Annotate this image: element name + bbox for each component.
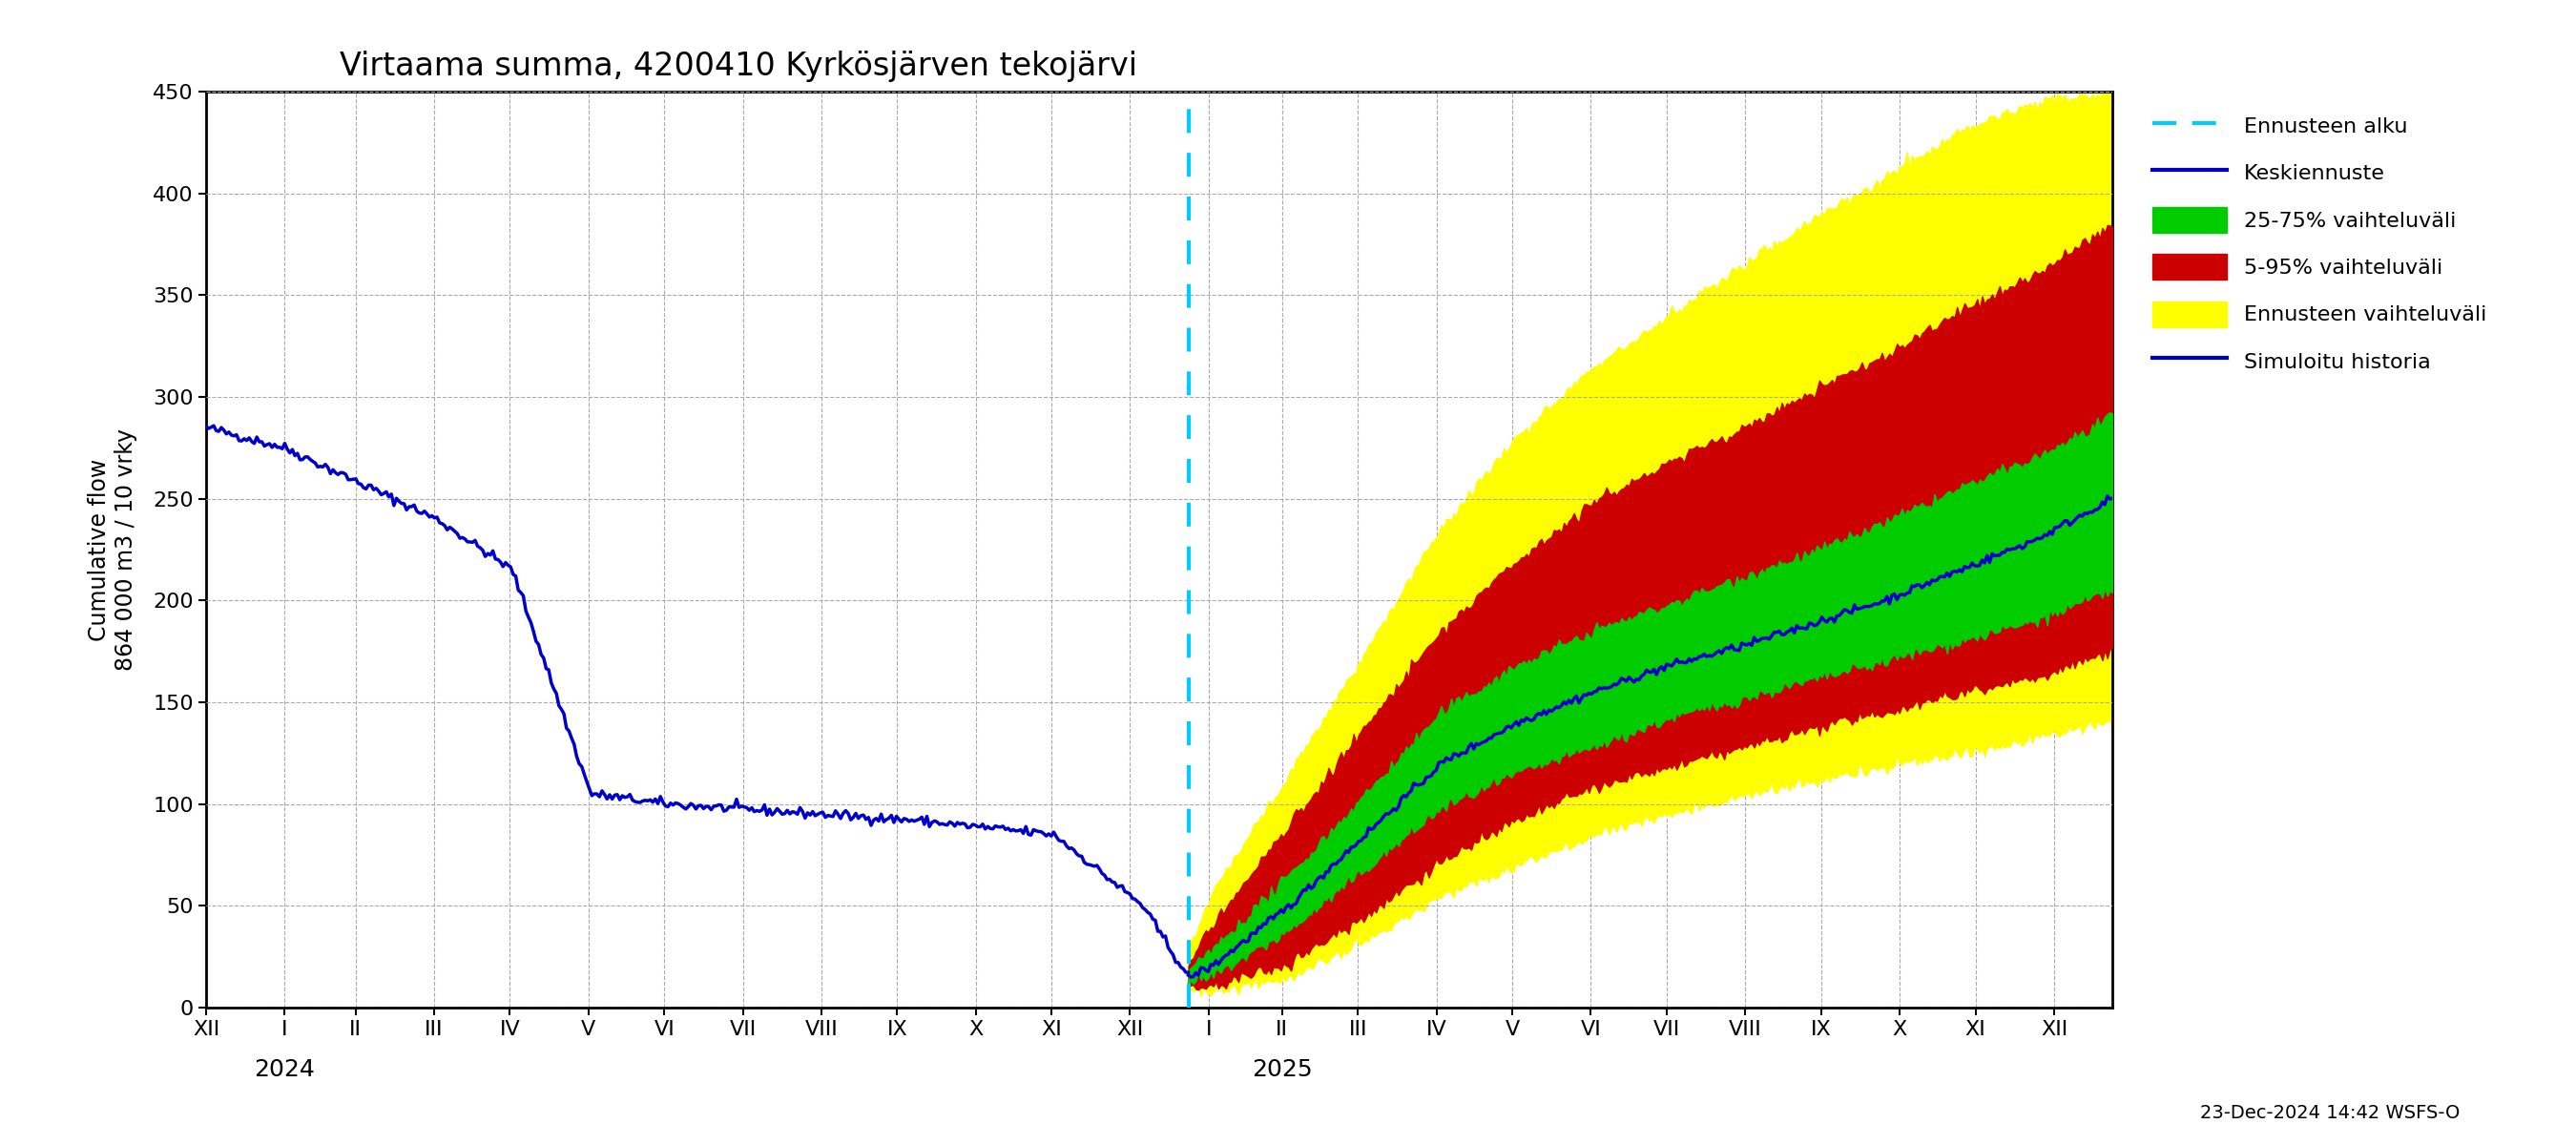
- Text: 2025: 2025: [1252, 1058, 1311, 1081]
- Y-axis label: Cumulative flow
864 000 m3 / 10 vrky: Cumulative flow 864 000 m3 / 10 vrky: [88, 428, 137, 671]
- Legend: Ennusteen alku, Keskiennuste, 25-75% vaihteluväli, 5-95% vaihteluväli, Ennusteen: Ennusteen alku, Keskiennuste, 25-75% vai…: [2143, 102, 2496, 385]
- Text: Virtaama summa, 4200410 Kyrkösjärven tekojärvi: Virtaama summa, 4200410 Kyrkösjärven tek…: [340, 50, 1136, 82]
- Text: 2024: 2024: [255, 1058, 314, 1081]
- Text: 23-Dec-2024 14:42 WSFS-O: 23-Dec-2024 14:42 WSFS-O: [2200, 1104, 2460, 1122]
